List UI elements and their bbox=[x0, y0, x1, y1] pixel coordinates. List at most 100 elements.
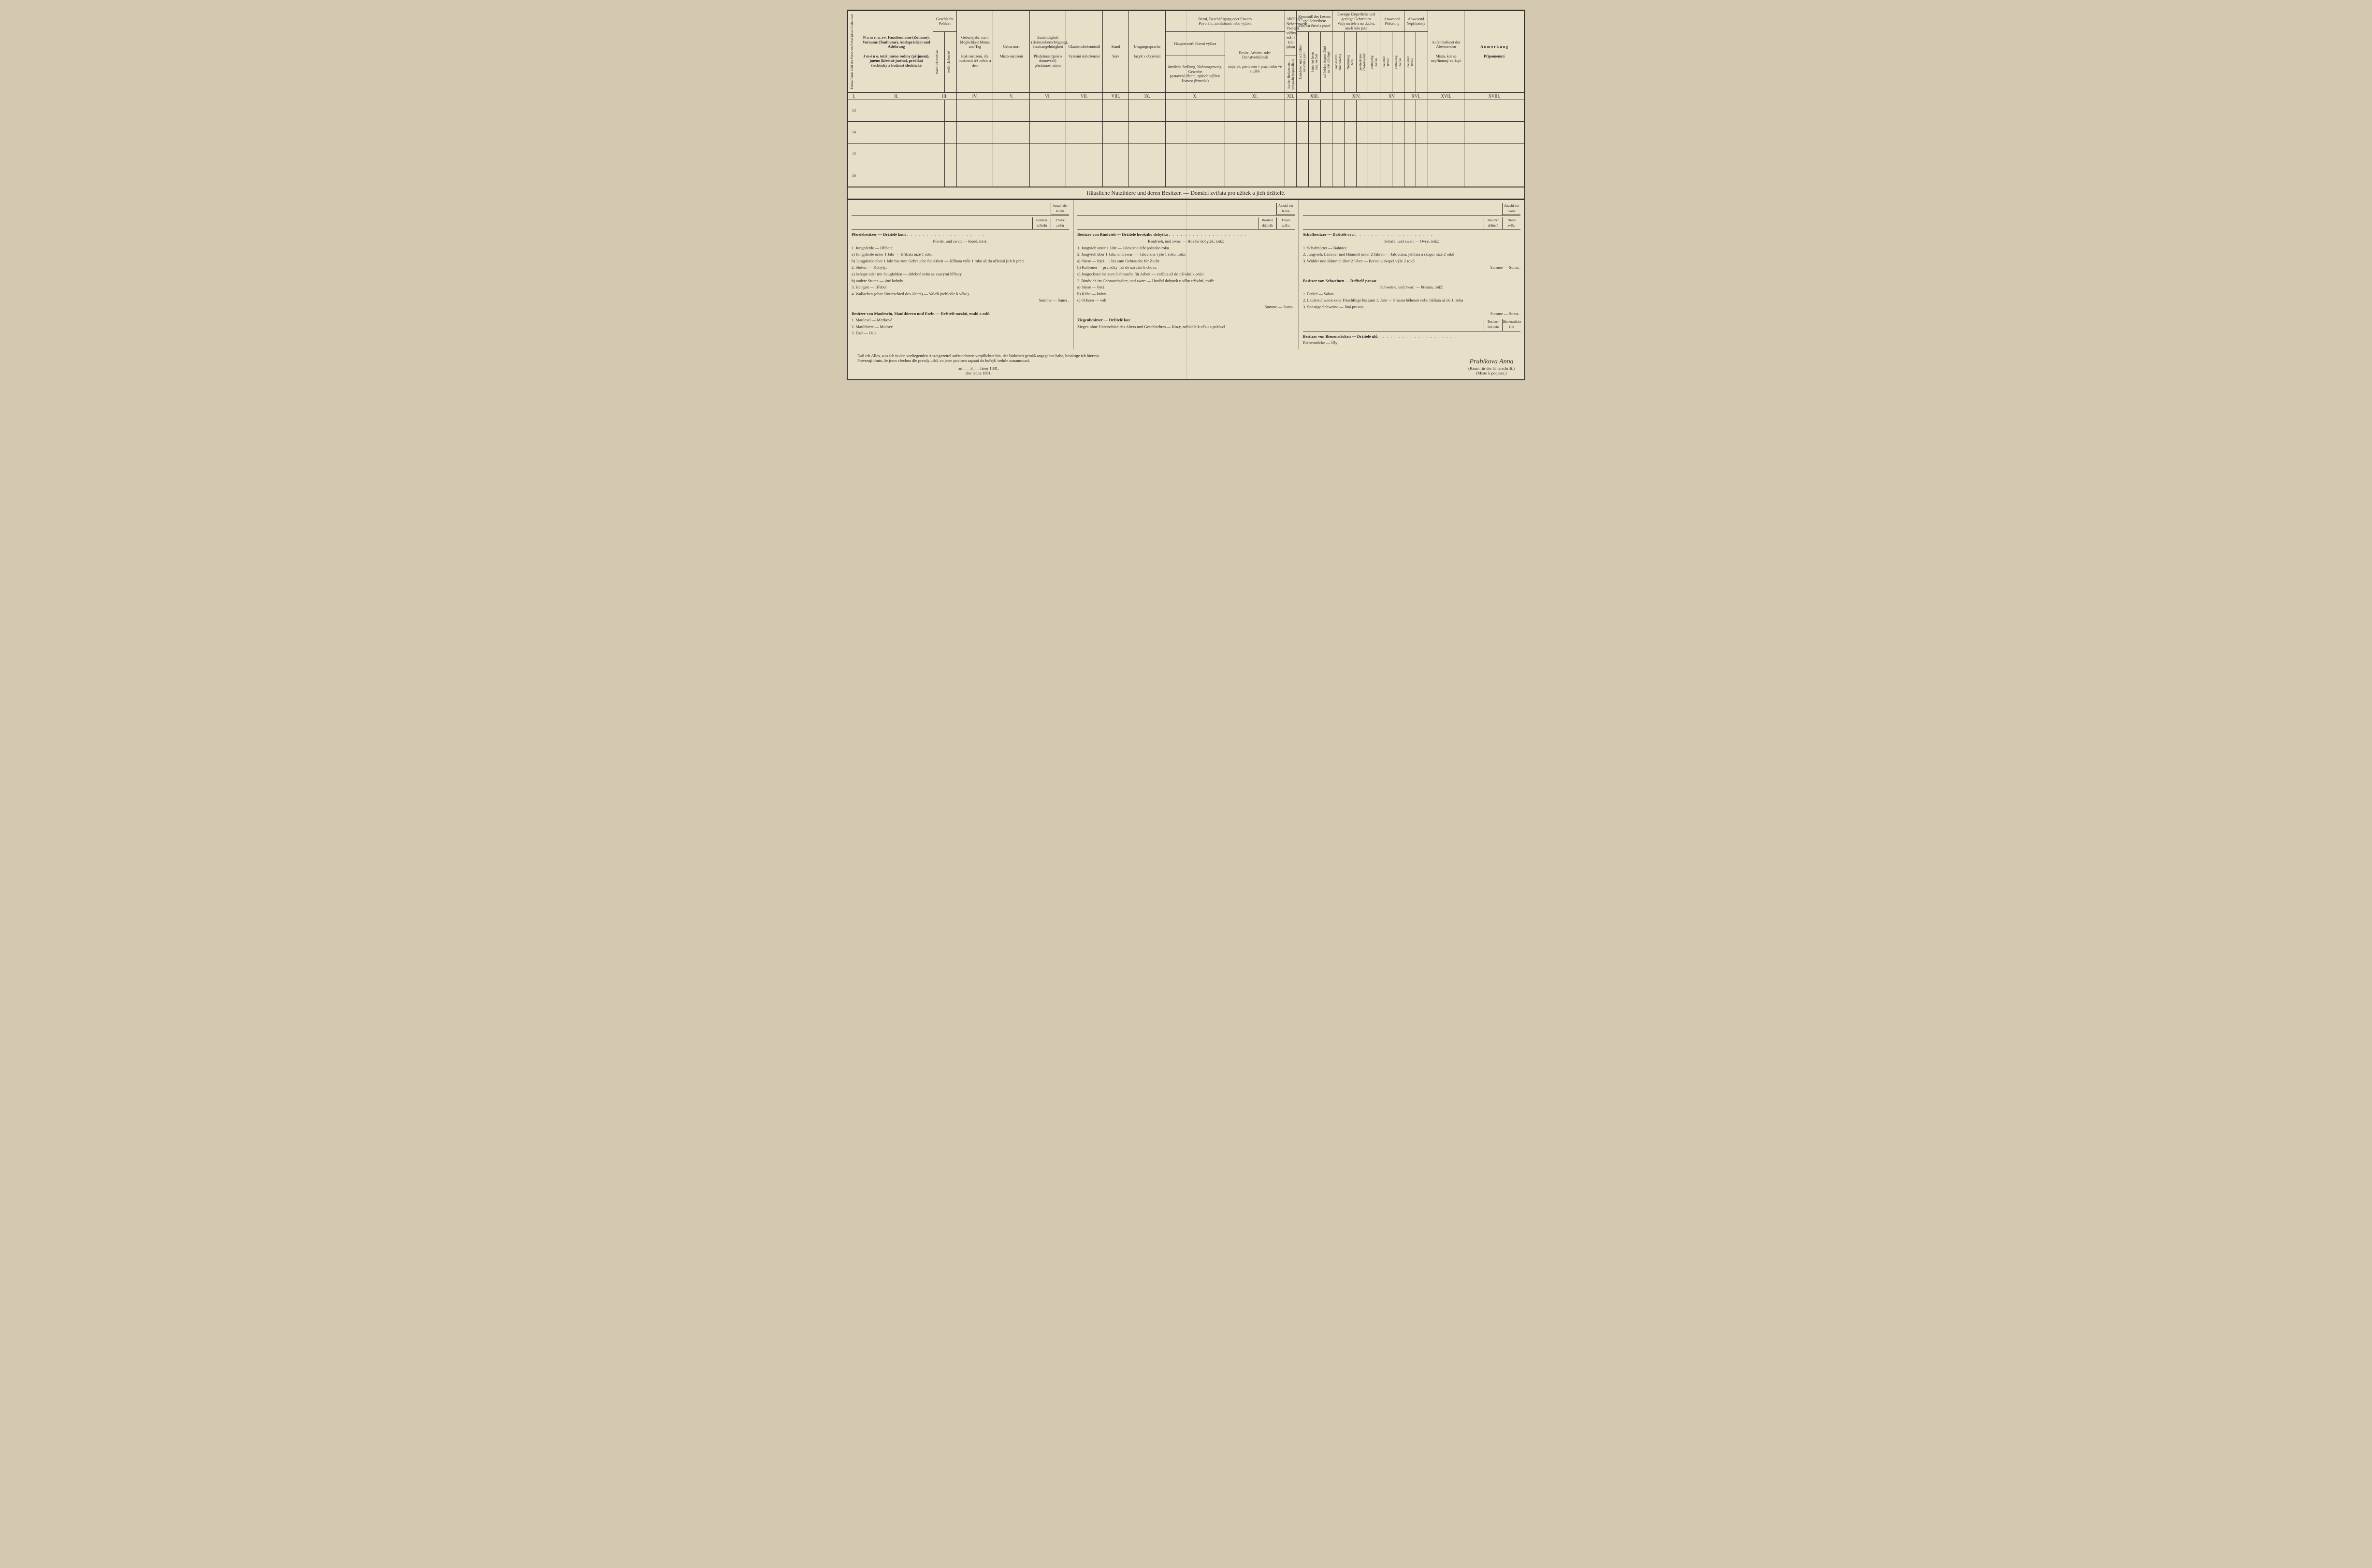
header-6: Zuständigkeit (Heimatsberechtigung), Sta… bbox=[1029, 11, 1066, 93]
cell bbox=[1029, 143, 1066, 165]
list-item: 1. Maulesel — Mezkové bbox=[852, 317, 1069, 324]
h7-de: Glaubensbekenntniß bbox=[1068, 44, 1100, 49]
list-item: 3. Hengste — Hřebci bbox=[852, 284, 1069, 291]
cell bbox=[945, 100, 957, 121]
cell bbox=[1309, 143, 1321, 165]
h18-de: A n m e r k u n g bbox=[1480, 44, 1508, 49]
rn-13: XIII. bbox=[1297, 92, 1332, 100]
h14-cz: Vady na těle a na duchu, má-li kdo jaké bbox=[1337, 21, 1375, 30]
h8-de: Stand bbox=[1111, 44, 1120, 49]
decl-cz: Potvrzuji tímto, že jsem všechno dle pra… bbox=[857, 358, 1100, 363]
h2-de: N a m e, u. zw. Familienname (Zuname), V… bbox=[863, 35, 930, 49]
cell bbox=[1332, 100, 1345, 121]
cell bbox=[1102, 100, 1129, 121]
rn-12: XII. bbox=[1285, 92, 1297, 100]
cell bbox=[1332, 143, 1345, 165]
horses-sum: Summe — Suma . bbox=[852, 297, 1069, 304]
bees-l: Besitzer Držitelů bbox=[1484, 319, 1502, 331]
h15-de: Anwesend bbox=[1384, 17, 1400, 21]
cell bbox=[1404, 100, 1416, 121]
ch3-title: Anzahl der Kolik bbox=[1502, 203, 1520, 215]
rn-16: XVI. bbox=[1404, 92, 1428, 100]
cell bbox=[1029, 100, 1066, 121]
h15b: dauerndtrvale bbox=[1380, 32, 1392, 92]
cell bbox=[1066, 165, 1102, 187]
cell bbox=[1464, 165, 1524, 187]
horses-sub: Pferde, und zwar: — Koně, totiž: bbox=[852, 238, 1069, 245]
cell bbox=[1464, 143, 1524, 165]
list-item: b) Jungpferde über 1 Jahr bis zum Gebrau… bbox=[852, 258, 1069, 265]
footer-right: Prubikova Anna (Raum für die Unterschrif… bbox=[1468, 358, 1515, 375]
header-8: Stand Stav bbox=[1102, 11, 1129, 93]
decl-de: Daß ich Alles, was ich in den vorliegend… bbox=[857, 353, 1100, 358]
h10as-de: ämtliche Stellung, Nahrungszweig, Gewerb… bbox=[1168, 65, 1222, 74]
cell bbox=[1332, 165, 1345, 187]
header-16: Abwesend Nepřítomný bbox=[1404, 11, 1428, 32]
cell bbox=[1345, 121, 1357, 143]
ch2-l: Besitzer držitelů bbox=[1258, 217, 1276, 229]
h14a: taubstummhluchoněmý bbox=[1332, 32, 1345, 92]
h16a: zeitweiligna čas bbox=[1392, 32, 1404, 92]
h10as-cz: postavení úřední, způsob výživy, živnost… bbox=[1170, 74, 1221, 83]
ch1-l: Besitzer držitelů bbox=[1032, 217, 1051, 229]
list-item: 3. Sonstige Schweine — Jiná prasata bbox=[1303, 304, 1520, 311]
cell bbox=[945, 143, 957, 165]
cell bbox=[1129, 165, 1165, 187]
pigs-sub: Schweine, und zwar: — Prasata, totiž: bbox=[1303, 284, 1520, 291]
cell bbox=[1380, 100, 1392, 121]
cell bbox=[1129, 121, 1165, 143]
list-item: 2. Stuten: — Kobyly: bbox=[852, 264, 1069, 271]
header-10b: Besitz, Arbeits- oder Dienstverhältniß m… bbox=[1225, 32, 1285, 92]
cell bbox=[1404, 165, 1416, 187]
cell bbox=[1029, 165, 1066, 187]
livestock-col-3: Anzahl der Kolik Besitzer držitelů Thier… bbox=[1299, 200, 1524, 349]
cell bbox=[933, 143, 945, 165]
header-3: Geschlecht Pohlaví bbox=[933, 11, 956, 32]
rn-9: IX. bbox=[1129, 92, 1165, 100]
cell bbox=[1285, 100, 1297, 121]
cell bbox=[993, 121, 1029, 143]
h5-de: Geburtsort bbox=[1003, 44, 1019, 49]
h13-de: Kenntniß des Lesens und Schreibens bbox=[1299, 14, 1331, 24]
h6-de: Zuständigkeit (Heimatsberechtigung), Sta… bbox=[1031, 35, 1068, 49]
ch3-l: Besitzer držitelů bbox=[1484, 217, 1502, 229]
h5-cz: Místo narození bbox=[999, 54, 1023, 58]
header-14: Etwaige körperliche und geistige Gebrech… bbox=[1332, 11, 1380, 32]
cell bbox=[1332, 121, 1345, 143]
bees-header: Besitzer Držitelů Bienenstöcke Úlů bbox=[1303, 319, 1520, 331]
cell bbox=[1428, 121, 1464, 143]
cell bbox=[1345, 165, 1357, 187]
cell bbox=[860, 100, 933, 121]
header-7: Glaubensbekenntniß Vyznání náboženské bbox=[1066, 11, 1102, 93]
header-3a: männlich mužské bbox=[933, 32, 945, 92]
pigs-sum: Summe — Suma . bbox=[1303, 311, 1520, 317]
bees-title: Besitzer von Bienenstöcken — Držitelé úl… bbox=[1303, 333, 1520, 340]
cell bbox=[1165, 165, 1225, 187]
h13-cz: Znalost čtení a psaní bbox=[1299, 24, 1331, 28]
h16-cz: Nepřítomný bbox=[1406, 21, 1425, 26]
header-3b: weiblich ženské bbox=[945, 32, 957, 92]
cell bbox=[1368, 100, 1380, 121]
cell bbox=[1029, 121, 1066, 143]
cell bbox=[1225, 143, 1285, 165]
ch2-r: Thiere zvířat bbox=[1276, 217, 1295, 229]
cell bbox=[1356, 121, 1368, 143]
h10b-cz: majetek, postavení v práci nebo ve služb… bbox=[1228, 64, 1282, 73]
cell bbox=[1428, 143, 1464, 165]
cell bbox=[993, 100, 1029, 121]
cell bbox=[1320, 143, 1332, 165]
signature: Prubikova Anna bbox=[1468, 358, 1515, 366]
cell bbox=[1368, 143, 1380, 165]
sheep-sum: Summe — Suma . bbox=[1303, 264, 1520, 271]
cell bbox=[1320, 121, 1332, 143]
header-5: Geburtsort Místo narození bbox=[993, 11, 1029, 93]
horses-title: Pferdebesitzer — Držitelé koní bbox=[852, 231, 1069, 238]
h7-cz: Vyznání náboženské bbox=[1069, 54, 1100, 58]
cell bbox=[1416, 121, 1428, 143]
row-number: 16 bbox=[848, 165, 860, 187]
header-10asub: ämtliche Stellung, Nahrungszweig, Gewerb… bbox=[1165, 56, 1225, 92]
header-17: Aufenthaltsort des Abwesenden Místo, kde… bbox=[1428, 11, 1464, 93]
header-1: Fortlaufende Zahl der Personen Pořad jdo… bbox=[848, 11, 860, 93]
rn-8: VIII. bbox=[1102, 92, 1129, 100]
h15-cz: Přítomný bbox=[1385, 21, 1399, 26]
